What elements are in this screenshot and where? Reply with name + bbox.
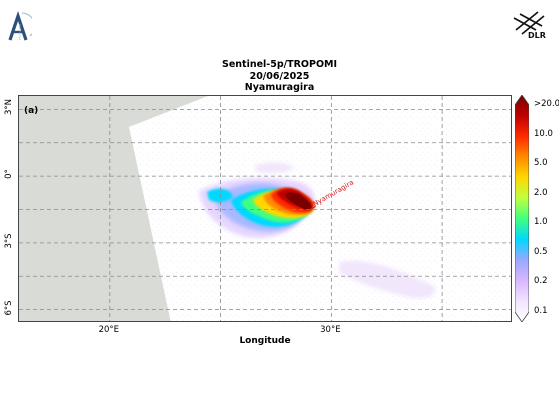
volcano-title: Nyamuragira [244, 82, 315, 93]
volcano-marker [309, 206, 316, 210]
colorbar [514, 94, 530, 323]
so2-plume [199, 162, 435, 299]
latitude-tick-label: 0° [4, 169, 14, 179]
map-frame: Nyamuragira [18, 95, 512, 322]
latitude-tick-label: 3°N [4, 99, 14, 116]
satellite-swath [129, 96, 511, 321]
map-canvas: Nyamuragira [19, 96, 511, 321]
latitude-tick-label: 6°S [4, 300, 14, 316]
date-title: 20/06/2025 [249, 70, 310, 82]
panel-label: (a) [24, 106, 39, 116]
colorbar-tick-label: 0.1 [534, 306, 548, 316]
longitude-tick-label: 20°E [98, 325, 120, 335]
left-logo-caption: Aeronomie [18, 24, 22, 41]
latitude-tick-label: 3°S [4, 233, 14, 249]
grid-lines [19, 96, 511, 321]
dlr-logo-text: DLR [528, 31, 546, 40]
colorbar-tick-label: 2.0 [534, 187, 548, 198]
longitude-tick-label: 30°E [320, 325, 341, 335]
colorbar-tick-label: >20.0 [534, 99, 559, 109]
satellite-title: Sentinel-5p/TROPOMI [221, 59, 338, 70]
colorbar-tick-label: 5.0 [534, 158, 548, 169]
colorbar-tick-label: 10.0 [534, 128, 553, 139]
dlr-logo [508, 8, 550, 44]
map-title: Sentinel-5p/TROPOMI 20/06/2025 Nyamuragi… [0, 59, 559, 94]
colorbar-tick-label: 0.5 [534, 246, 548, 257]
x-axis-label: Longitude [239, 336, 291, 346]
colorbar-tick-label: 1.0 [534, 217, 548, 228]
colorbar-tick-label: 0.2 [534, 276, 548, 287]
